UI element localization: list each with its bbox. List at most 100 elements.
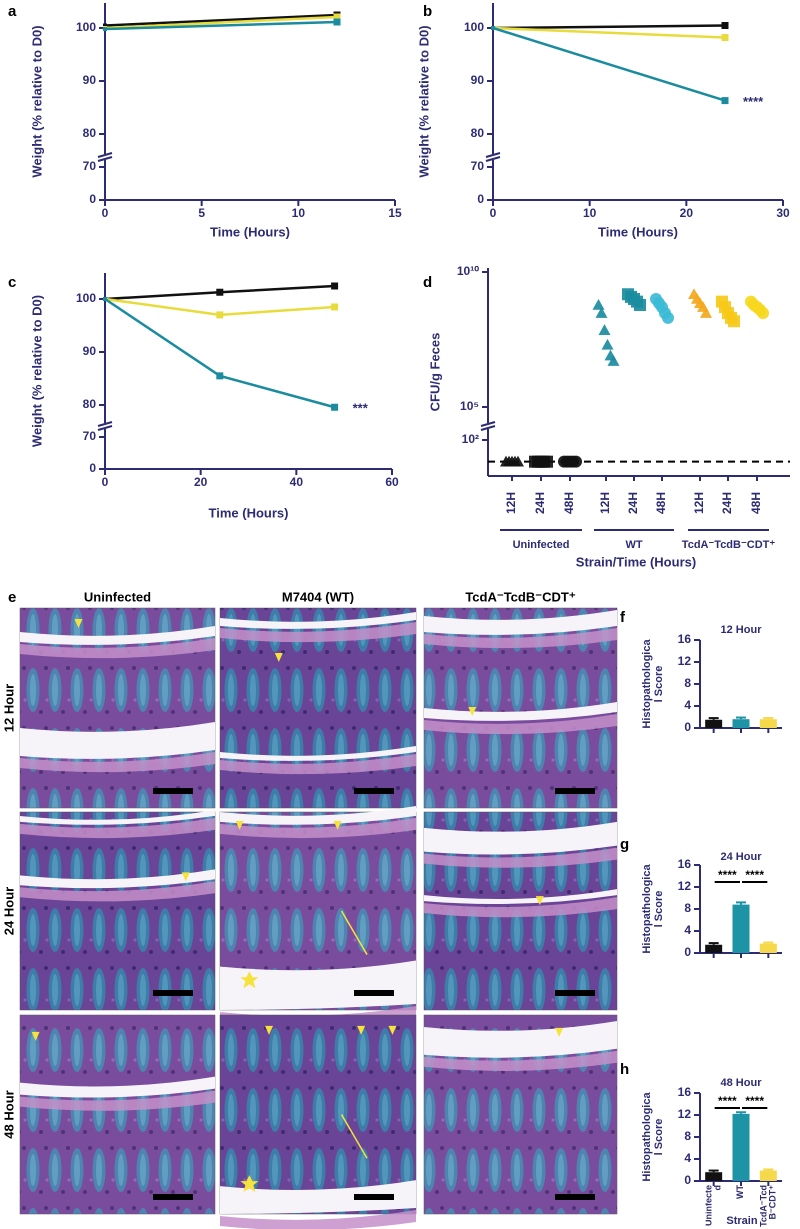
axis-break [97, 425, 113, 431]
group-label: TcdA⁻TcdB⁻CDT⁺ [682, 539, 776, 551]
point [103, 297, 107, 301]
y-tick-label: 80 [471, 126, 485, 140]
point [757, 307, 769, 320]
bar [705, 944, 723, 953]
point [595, 307, 608, 318]
x-tick-label: 0 [102, 206, 109, 220]
lumen [220, 1180, 416, 1214]
y-tick-label: 90 [83, 73, 97, 87]
bar [759, 943, 777, 953]
point [331, 282, 339, 290]
micrograph [219, 1014, 417, 1215]
y-tick-label: 100 [76, 291, 96, 305]
x-axis-title: Time (Hours) [210, 224, 290, 239]
group-label: WT [625, 539, 642, 551]
lumen [20, 1076, 215, 1098]
axis-break-gap [97, 423, 113, 429]
line [492, 26, 726, 102]
x-tick-label: 0 [102, 475, 109, 489]
significance: **** [718, 1094, 737, 1108]
muscle-layer [220, 817, 416, 839]
muscle-layer [220, 754, 416, 775]
lumen [220, 612, 416, 629]
panel-letter: b [423, 3, 432, 20]
point [634, 298, 646, 311]
scale-bar [153, 788, 193, 794]
point [598, 324, 611, 335]
point [700, 307, 712, 318]
y-tick-label: 90 [83, 344, 97, 358]
point [721, 34, 729, 42]
lumen [424, 702, 617, 721]
group-label: Uninfected [513, 539, 570, 551]
significance: **** [745, 868, 764, 882]
scale-bar [354, 1194, 394, 1200]
chart-title: 48 Hour [721, 1077, 763, 1089]
row-header: 24 Hour [1, 887, 16, 935]
scale-bar [153, 990, 193, 996]
bar [705, 719, 723, 728]
muscle-layer [20, 1090, 215, 1111]
muscle-layer [424, 847, 617, 868]
y-tick-label: 10¹⁰ [457, 264, 479, 278]
line [104, 15, 338, 30]
column-header: Uninfected [84, 589, 151, 604]
x-tick-label: 30 [776, 206, 790, 220]
point [331, 403, 339, 411]
point [662, 311, 674, 324]
muscle-layer [424, 1050, 617, 1071]
x-tick-label: 40 [290, 475, 304, 489]
chart-title: 24 Hour [721, 851, 763, 863]
arrowhead [181, 872, 190, 882]
x-axis-title: Strain/Time (Hours) [576, 554, 696, 569]
point [333, 13, 341, 21]
y-axis-title: CFU/g Feces [427, 333, 442, 412]
axis-break [480, 421, 496, 427]
lumen [424, 889, 617, 905]
bar [732, 904, 750, 953]
point [541, 455, 553, 468]
x-tick-label: 12H [692, 492, 706, 514]
y-tick-label: 16 [678, 1085, 692, 1099]
significance: **** [718, 868, 737, 882]
y-tick-label: 0 [477, 192, 484, 206]
line [104, 20, 338, 31]
scale-bar [555, 990, 595, 996]
x-tick-label: TcdA⁻TcdB⁻CDT⁺ [757, 1185, 778, 1227]
panel-letter: a [8, 3, 17, 20]
panel-letter: g [620, 836, 629, 853]
asterisk [240, 971, 259, 989]
arrowhead [235, 820, 244, 830]
x-tick-label: 15 [388, 206, 402, 220]
y-tick-label: 80 [83, 397, 97, 411]
y-tick-label: 8 [684, 676, 691, 690]
y-tick-label: 4 [684, 1151, 691, 1165]
x-tick-label: 10 [583, 206, 597, 220]
axis-break-gap [485, 154, 501, 160]
arrowhead [357, 1025, 366, 1035]
y-tick-label: 0 [89, 461, 96, 475]
x-tick-label: 12H [504, 492, 518, 514]
muscle-layer [424, 714, 617, 735]
point [721, 22, 729, 29]
panel-letter: h [620, 1061, 629, 1078]
arrow [340, 910, 368, 955]
x-tick-label: 10 [292, 206, 306, 220]
y-tick-label: 0 [684, 945, 691, 959]
panel-letter: f [620, 609, 626, 626]
lumen [20, 869, 215, 889]
bar [759, 719, 777, 728]
point [601, 338, 614, 350]
x-tick-label: 60 [385, 475, 399, 489]
point [216, 288, 224, 296]
muscle-layer [20, 752, 215, 773]
y-tick-label: 100 [464, 20, 484, 34]
y-tick-label: 12 [678, 1107, 692, 1121]
lumen [220, 960, 416, 1010]
axis-break-gap [480, 423, 496, 429]
x-axis-title: Strain [726, 1215, 757, 1227]
y-tick-label: 80 [83, 126, 97, 140]
lumen [20, 626, 215, 645]
x-tick-label: 5 [198, 206, 205, 220]
